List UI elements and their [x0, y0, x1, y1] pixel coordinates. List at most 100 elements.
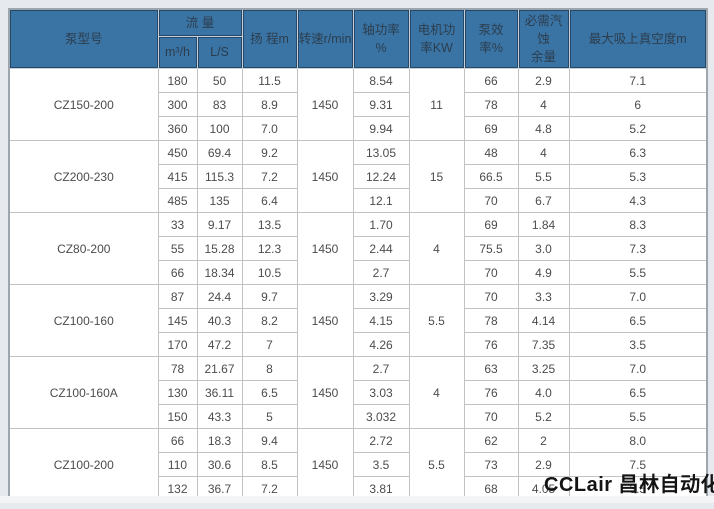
flow-m3h-cell: 150	[157, 404, 198, 430]
shaft-power-cell: 12.1	[352, 188, 410, 214]
vacuum-cell: 3.5	[568, 332, 708, 358]
flow-ls-cell: 83	[196, 92, 243, 118]
table-row: CZ100-160 87 24.4 9.7 1450 3.29 5.5 70 3.3 7.0	[8, 284, 708, 358]
header-flow-ls: L/S	[196, 35, 243, 70]
npsh-cell: 4.14	[517, 308, 570, 334]
vacuum-cell: 5.2	[568, 116, 708, 142]
vacuum-cell: 4.3	[568, 188, 708, 214]
bottom-strip	[0, 496, 714, 503]
header-vacuum: 最大吸上真空度m	[568, 8, 708, 70]
flow-ls-cell: 30.6	[196, 452, 243, 478]
efficiency-cell: 63	[463, 356, 519, 382]
flow-m3h-cell: 145	[157, 308, 198, 334]
motor-power-cell: 5.5	[408, 284, 465, 358]
vacuum-cell: 6	[568, 92, 708, 118]
table-row: CZ100-160A 78 21.67 8 1450 2.7 4 63 3.25 7.0	[8, 356, 708, 430]
motor-power-cell: 5.5	[408, 428, 465, 502]
flow-m3h-cell: 360	[157, 116, 198, 142]
shaft-power-cell: 8.54	[352, 68, 410, 94]
efficiency-cell: 70	[463, 188, 519, 214]
shaft-power-cell: 12.24	[352, 164, 410, 190]
head-cell: 7	[241, 332, 298, 358]
header-flow-m3h: m³/h	[157, 35, 198, 70]
table-row: 145 40.3 8.2 4.15 78 4.14 6.5	[9, 308, 708, 334]
table-row: 150 43.3 5 3.032 70 5.2 5.5	[9, 404, 708, 430]
npsh-cell: 3.25	[517, 356, 570, 382]
efficiency-cell: 66.5	[463, 164, 519, 190]
flow-ls-cell: 47.2	[196, 332, 243, 358]
flow-ls-cell: 9.17	[196, 212, 243, 238]
npsh-cell: 6.7	[517, 188, 570, 214]
npsh-cell: 5.2	[517, 404, 570, 430]
efficiency-cell: 69	[463, 212, 519, 238]
flow-m3h-cell: 170	[157, 332, 198, 358]
head-cell: 11.5	[241, 68, 298, 94]
npsh-cell: 2.9	[517, 68, 570, 94]
vacuum-cell: 6.5	[568, 308, 708, 334]
vacuum-cell: 5.5	[568, 260, 708, 286]
vacuum-cell: 5.5	[568, 404, 708, 430]
vacuum-cell: 8.3	[568, 212, 708, 238]
table-header: 泵型号 流 量 扬 程m 转速r/min 轴功率 % 电机功 率KW 泵效 率%…	[8, 8, 708, 70]
npsh-cell: 4	[517, 140, 570, 166]
vacuum-cell: 7.1	[568, 68, 708, 94]
flow-ls-cell: 50	[196, 68, 243, 94]
npsh-cell: 5.5	[517, 164, 570, 190]
table-row: 110 30.6 8.5 3.5 73 2.9 7.5	[9, 452, 708, 478]
efficiency-cell: 70	[463, 284, 519, 310]
header-efficiency: 泵效 率%	[463, 8, 519, 70]
efficiency-cell: 66	[463, 68, 519, 94]
npsh-cell: 3.0	[517, 236, 570, 262]
shaft-power-cell: 2.7	[352, 260, 410, 286]
shaft-power-cell: 3.29	[352, 284, 410, 310]
flow-m3h-cell: 415	[157, 164, 198, 190]
head-cell: 13.5	[241, 212, 298, 238]
model-cell: CZ100-200	[8, 428, 159, 502]
flow-m3h-cell: 33	[157, 212, 198, 238]
flow-m3h-cell: 180	[157, 68, 198, 94]
efficiency-cell: 76	[463, 332, 519, 358]
flow-m3h-cell: 300	[157, 92, 198, 118]
efficiency-cell: 70	[463, 404, 519, 430]
head-cell: 7.2	[241, 164, 298, 190]
head-cell: 8	[241, 356, 298, 382]
npsh-cell: 1.84	[517, 212, 570, 238]
vacuum-cell: 8.0	[568, 428, 708, 454]
table-row: CZ100-200 66 18.3 9.4 1450 2.72 5.5 62 2 8.0	[8, 428, 708, 502]
flow-m3h-cell: 55	[157, 236, 198, 262]
shaft-power-cell: 4.26	[352, 332, 410, 358]
efficiency-cell: 70	[463, 260, 519, 286]
table-row: 485 135 6.4 12.1 70 6.7 4.3	[9, 188, 708, 214]
flow-ls-cell: 15.28	[196, 236, 243, 262]
table-row: 360 100 7.0 9.94 69 4.8 5.2	[9, 116, 708, 142]
head-cell: 7.0	[241, 116, 298, 142]
flow-ls-cell: 135	[196, 188, 243, 214]
shaft-power-cell: 2.72	[352, 428, 410, 454]
shaft-power-cell: 3.5	[352, 452, 410, 478]
shaft-power-cell: 4.15	[352, 308, 410, 334]
flow-m3h-cell: 87	[157, 284, 198, 310]
head-cell: 9.2	[241, 140, 298, 166]
motor-power-cell: 4	[408, 212, 465, 286]
flow-m3h-cell: 66	[157, 260, 198, 286]
head-cell: 9.4	[241, 428, 298, 454]
speed-cell: 1450	[296, 356, 354, 430]
table-row: CZ150-200 180 50 11.5 1450 8.54 11 66 2.9 7.1	[8, 68, 708, 142]
flow-ls-cell: 40.3	[196, 308, 243, 334]
flow-ls-cell: 18.34	[196, 260, 243, 286]
vacuum-cell: 6.3	[568, 140, 708, 166]
flow-ls-cell: 18.3	[196, 428, 243, 454]
efficiency-cell: 75.5	[463, 236, 519, 262]
table-row: CZ80-200 33 9.17 13.5 1450 1.70 4 69 1.84 8.3	[8, 212, 708, 286]
table-row: 415 115.3 7.2 12.24 66.5 5.5 5.3	[9, 164, 708, 190]
speed-cell: 1450	[296, 140, 354, 214]
flow-ls-cell: 115.3	[196, 164, 243, 190]
header-flow: 流 量	[157, 8, 243, 37]
table-row: 300 83 8.9 9.31 78 4 6	[9, 92, 708, 118]
npsh-cell: 4.8	[517, 116, 570, 142]
table-row: CZ200-230 450 69.4 9.2 1450 13.05 15 48 4 6.3	[8, 140, 708, 214]
flow-ls-cell: 21.67	[196, 356, 243, 382]
shaft-power-cell: 2.44	[352, 236, 410, 262]
head-cell: 5	[241, 404, 298, 430]
speed-cell: 1450	[296, 284, 354, 358]
